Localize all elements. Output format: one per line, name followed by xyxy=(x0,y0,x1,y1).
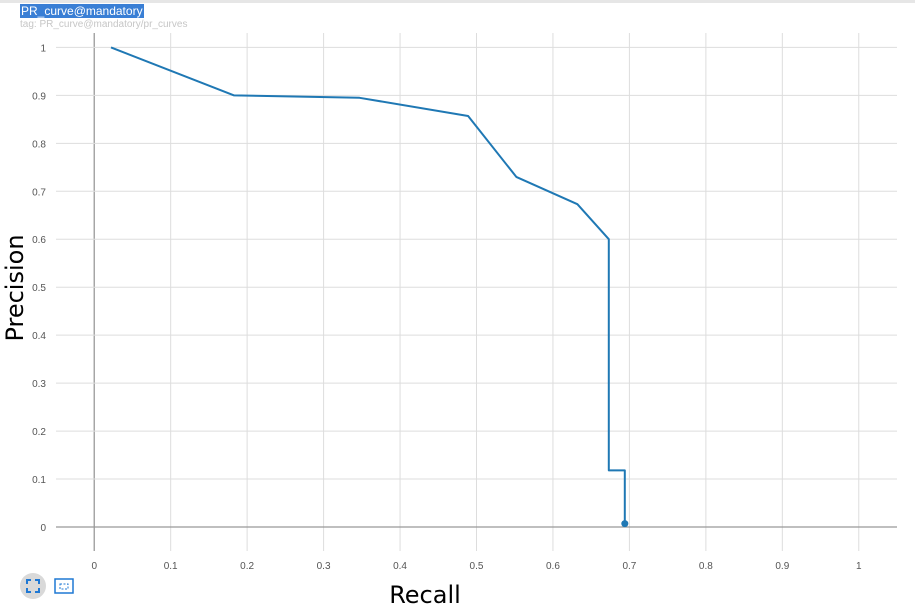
y-tick-label: 0.9 xyxy=(32,91,46,102)
y-tick-label: 0.7 xyxy=(32,187,46,198)
y-tick-label: 0.2 xyxy=(32,427,46,438)
x-tick-label: 0.5 xyxy=(470,561,484,572)
y-tick-label: 1 xyxy=(40,43,46,54)
x-tick-label: 0.1 xyxy=(164,561,178,572)
x-tick-label: 0.9 xyxy=(775,561,789,572)
x-tick-label: 0.8 xyxy=(699,561,713,572)
chart-title: PR_curve@mandatory xyxy=(20,4,144,18)
y-tick-label: 0.6 xyxy=(32,235,46,246)
fit-domain-button[interactable] xyxy=(20,573,46,599)
series-line xyxy=(110,46,626,524)
x-tick-label: 0.7 xyxy=(622,561,636,572)
y-tick-label: 0.8 xyxy=(32,139,46,150)
box-select-button[interactable] xyxy=(51,573,77,599)
y-axis-label: Precision xyxy=(1,234,29,341)
x-tick-label: 0.4 xyxy=(393,561,407,572)
x-tick-label: 0 xyxy=(91,561,97,572)
y-tick-label: 0.4 xyxy=(32,331,46,342)
y-tick-label: 0 xyxy=(40,523,46,534)
fit-domain-icon xyxy=(26,579,40,593)
x-tick-label: 0.3 xyxy=(317,561,331,572)
series-end-point xyxy=(621,520,629,528)
x-tick-label: 1 xyxy=(856,561,862,572)
y-tick-label: 0.5 xyxy=(32,283,46,294)
top-border xyxy=(0,0,915,3)
x-tick-label: 0.6 xyxy=(546,561,560,572)
chart-tag: tag: PR_curve@mandatory/pr_curves xyxy=(20,19,188,30)
x-tick-label: 0.2 xyxy=(240,561,254,572)
x-axis-label: Recall xyxy=(389,581,461,605)
box-select-icon xyxy=(54,578,74,594)
y-tick-label: 0.3 xyxy=(32,379,46,390)
y-tick-label: 0.1 xyxy=(32,475,46,486)
